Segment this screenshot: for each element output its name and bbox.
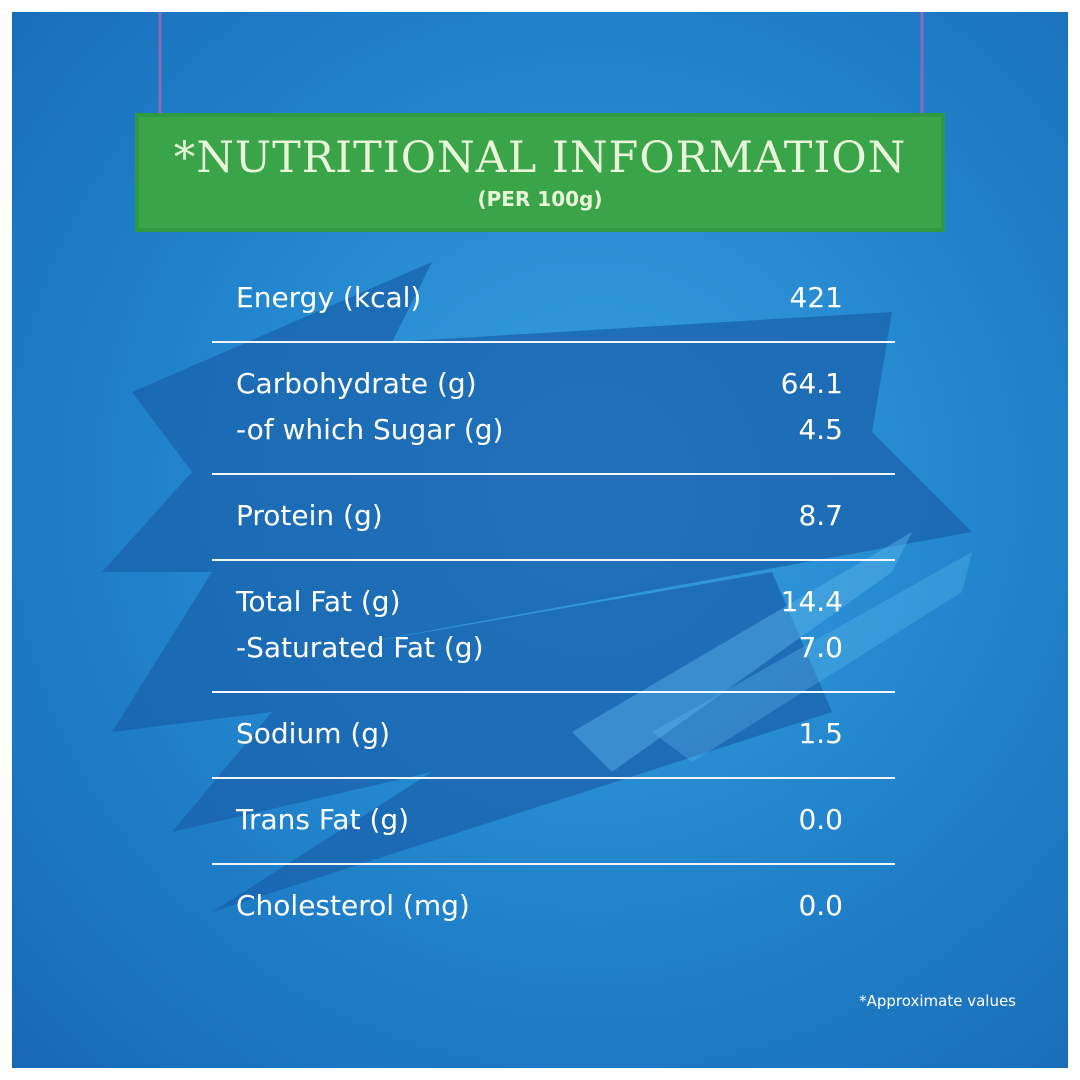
nutrient-label: Total Fat (g) — [236, 585, 401, 618]
nutrient-value: 1.5 — [798, 717, 843, 750]
row-separator — [212, 863, 895, 865]
nutrient-value: 7.0 — [798, 631, 843, 664]
nutrient-label: Carbohydrate (g) — [236, 367, 477, 400]
nutrient-label: Cholesterol (mg) — [236, 889, 470, 922]
nutrient-label: -of which Sugar (g) — [236, 413, 504, 446]
nutrient-value: 14.4 — [780, 585, 843, 618]
row-separator — [212, 559, 895, 561]
page: *NUTRITIONAL INFORMATION (PER 100g) Ener… — [12, 12, 1068, 1068]
footnote: *Approximate values — [859, 992, 1016, 1010]
brush-background — [102, 12, 972, 912]
title-banner: *NUTRITIONAL INFORMATION (PER 100g) — [135, 113, 945, 232]
nutrient-value: 0.0 — [798, 803, 843, 836]
nutrient-label: -Saturated Fat (g) — [236, 631, 484, 664]
nutrient-label: Energy (kcal) — [236, 281, 422, 314]
row-separator — [212, 341, 895, 343]
nutrient-value: 421 — [789, 281, 843, 314]
nutrient-label: Sodium (g) — [236, 717, 390, 750]
subtitle: (PER 100g) — [477, 187, 603, 211]
row-separator — [212, 691, 895, 693]
nutrient-value: 64.1 — [780, 367, 843, 400]
row-separator — [212, 473, 895, 475]
nutrient-label: Protein (g) — [236, 499, 383, 532]
row-separator — [212, 777, 895, 779]
nutrient-value: 4.5 — [798, 413, 843, 446]
nutrient-value: 8.7 — [798, 499, 843, 532]
nutrient-label: Trans Fat (g) — [236, 803, 410, 836]
nutrient-value: 0.0 — [798, 889, 843, 922]
title: *NUTRITIONAL INFORMATION — [173, 133, 907, 183]
